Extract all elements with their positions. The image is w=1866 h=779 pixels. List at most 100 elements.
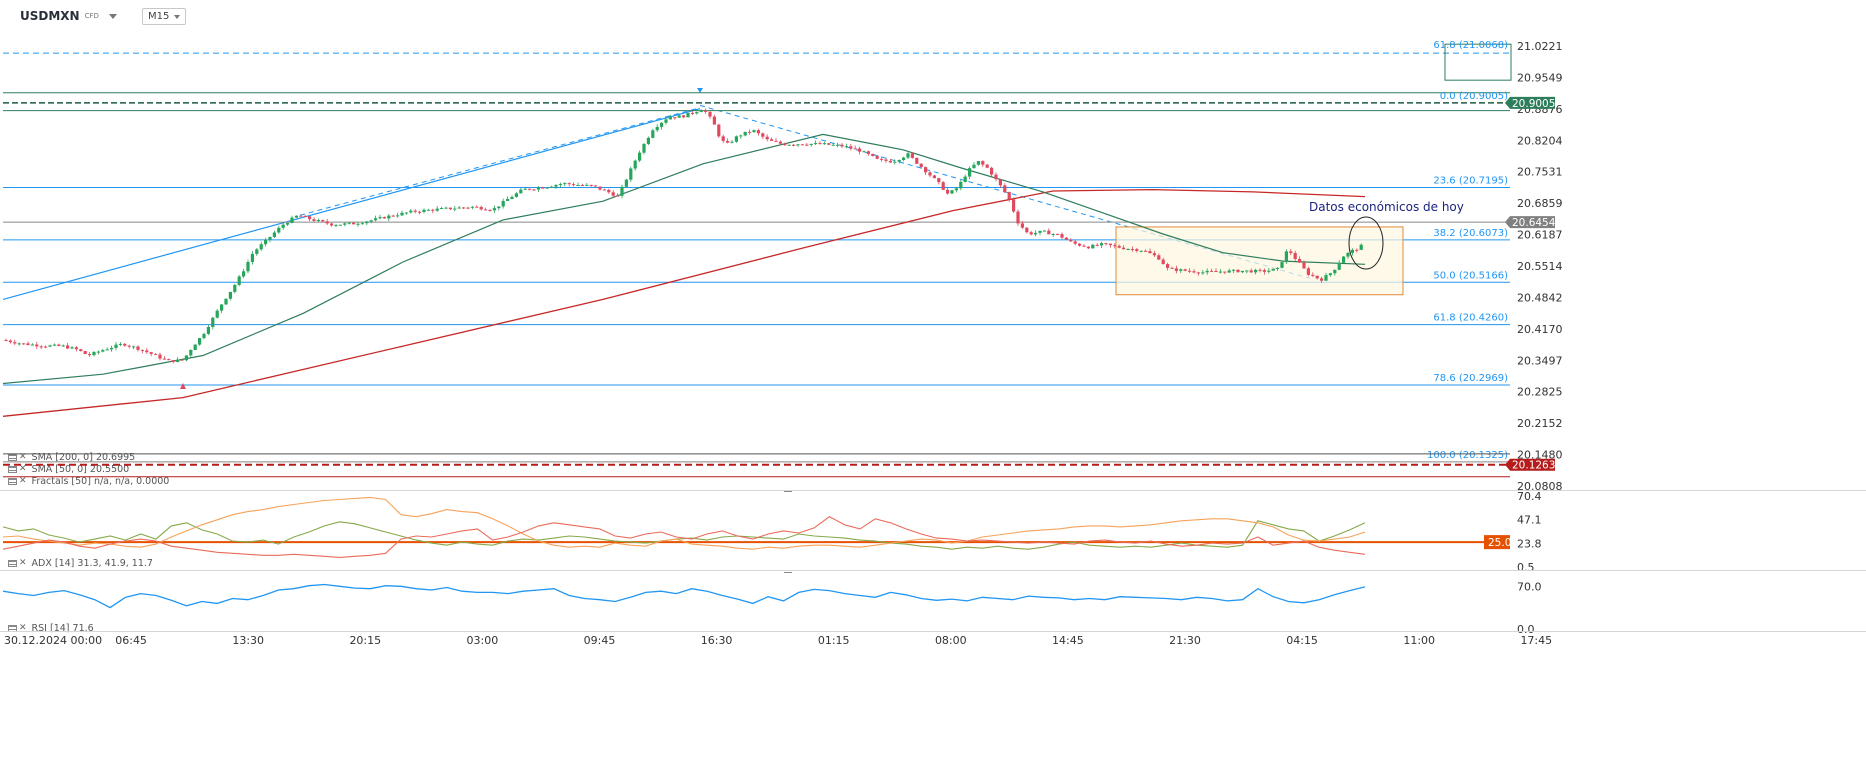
candle-body xyxy=(264,239,268,245)
candle-body xyxy=(954,188,958,191)
candle-body xyxy=(906,153,910,158)
candle-body xyxy=(946,189,950,194)
time-axis[interactable]: 30.12.2024 00:00 06:45 13:30 20:15 03:00 09:4… xyxy=(4,634,1552,647)
candle-body xyxy=(374,218,378,221)
candle-body xyxy=(57,344,61,346)
candle-body xyxy=(365,221,369,224)
candle-body xyxy=(1302,262,1306,269)
candle-body xyxy=(325,221,329,224)
candle-body xyxy=(286,222,290,225)
time-axis-tick-8: 08:00 xyxy=(935,634,967,647)
fib-label-5: 78.6 (20.2969) xyxy=(1433,373,1508,384)
candle-body xyxy=(1056,233,1060,235)
candle-body xyxy=(39,346,43,348)
candle-body xyxy=(1280,262,1284,268)
candle-body xyxy=(660,122,664,127)
candle-body xyxy=(1016,211,1020,224)
symbol-selector[interactable]: USDMXN CFD xyxy=(20,8,117,24)
candle-body xyxy=(1034,232,1038,235)
close-icon[interactable]: ✕ xyxy=(19,452,27,462)
last-high-tag: 20.9005 xyxy=(1512,98,1555,110)
time-axis-tick-0: 30.12.2024 00:00 xyxy=(4,634,102,647)
close-icon[interactable]: ✕ xyxy=(19,558,27,568)
annotation-text: Datos económicos de hoy xyxy=(1309,200,1464,214)
candle-body xyxy=(132,346,136,348)
candle-body xyxy=(158,354,162,359)
price-pane[interactable]: 21.022120.954920.887620.820420.753120.68… xyxy=(2,40,1563,493)
candle-body xyxy=(734,136,738,142)
price-axis-tick-11: 20.2825 xyxy=(1517,386,1563,399)
time-axis-tick-13: 17:45 xyxy=(1520,634,1552,647)
candle-body xyxy=(730,141,734,143)
time-axis-tick-4: 03:00 xyxy=(467,634,499,647)
candle-body xyxy=(202,333,206,339)
candle-body xyxy=(506,198,510,201)
candle-body xyxy=(391,215,395,217)
adx-series-1 xyxy=(2,496,1366,550)
adx-axis-tick-1: 47.1 xyxy=(1517,514,1542,527)
price-axis-tick-0: 21.0221 xyxy=(1517,40,1563,53)
candle-body xyxy=(1262,270,1266,272)
candle-body xyxy=(396,215,400,217)
candle-body xyxy=(985,164,989,168)
candle-body xyxy=(1337,262,1341,270)
settings-icon[interactable] xyxy=(8,477,17,485)
candle-body xyxy=(413,210,417,212)
timeframe-selector[interactable]: M15 xyxy=(142,8,187,25)
price-axis-tick-13: 20.1480 xyxy=(1517,449,1563,462)
candle-body xyxy=(290,217,294,223)
candle-body xyxy=(167,359,171,361)
candle-body xyxy=(30,344,34,346)
price-axis-tick-3: 20.8204 xyxy=(1517,134,1563,147)
candle-body xyxy=(479,206,483,210)
candle-body xyxy=(1157,255,1161,260)
chevron-down-icon xyxy=(174,14,181,19)
adx-axis-tick-3: 0.5 xyxy=(1517,561,1535,574)
chevron-down-icon[interactable] xyxy=(108,13,117,19)
candle-body xyxy=(554,185,558,187)
candle-body xyxy=(532,189,536,191)
candle-body xyxy=(1166,264,1170,268)
adx-axis-tick-2: 23.8 xyxy=(1517,537,1542,550)
candle-body xyxy=(748,131,752,133)
candle-body xyxy=(827,143,831,145)
candle-body xyxy=(1091,244,1095,249)
candle-body xyxy=(1069,239,1073,242)
close-icon[interactable]: ✕ xyxy=(19,476,27,486)
candle-body xyxy=(1298,259,1302,263)
candle-body xyxy=(1254,269,1258,273)
candle-body xyxy=(620,186,624,196)
candle-body xyxy=(1179,269,1183,271)
candle-body xyxy=(572,184,576,186)
close-icon[interactable]: ✕ xyxy=(19,623,27,633)
trend-line xyxy=(2,108,701,300)
close-icon[interactable]: ✕ xyxy=(19,464,27,474)
candle-body xyxy=(387,215,391,219)
candle-body xyxy=(1161,259,1165,265)
candle-body xyxy=(743,131,747,136)
settings-icon[interactable] xyxy=(8,559,17,567)
candle-body xyxy=(294,215,298,218)
candle-body xyxy=(536,187,540,190)
candle-body xyxy=(1003,185,1007,193)
candle-body xyxy=(809,143,813,145)
candle-body xyxy=(1232,269,1236,271)
candle-body xyxy=(752,130,756,132)
adx-pane[interactable]: 70.4 47.1 23.8 0.5 25.0 xyxy=(2,490,1542,574)
candle-body xyxy=(1025,227,1029,233)
adx-threshold-tag-bg xyxy=(1484,535,1510,550)
rsi-line xyxy=(2,583,1366,609)
candle-body xyxy=(92,351,96,356)
candle-body xyxy=(431,209,435,211)
candle-body xyxy=(690,112,694,114)
settings-icon[interactable] xyxy=(8,465,17,473)
candle-body xyxy=(466,207,470,209)
rsi-pane[interactable]: 70.0 0.0 xyxy=(2,580,1542,636)
candle-body xyxy=(48,345,52,347)
candle-body xyxy=(127,345,131,347)
candle-body xyxy=(1174,268,1178,271)
rsi-axis-tick-0: 70.0 xyxy=(1517,580,1542,593)
fractal-up-marker xyxy=(697,88,703,93)
time-axis-tick-11: 04:15 xyxy=(1286,634,1318,647)
